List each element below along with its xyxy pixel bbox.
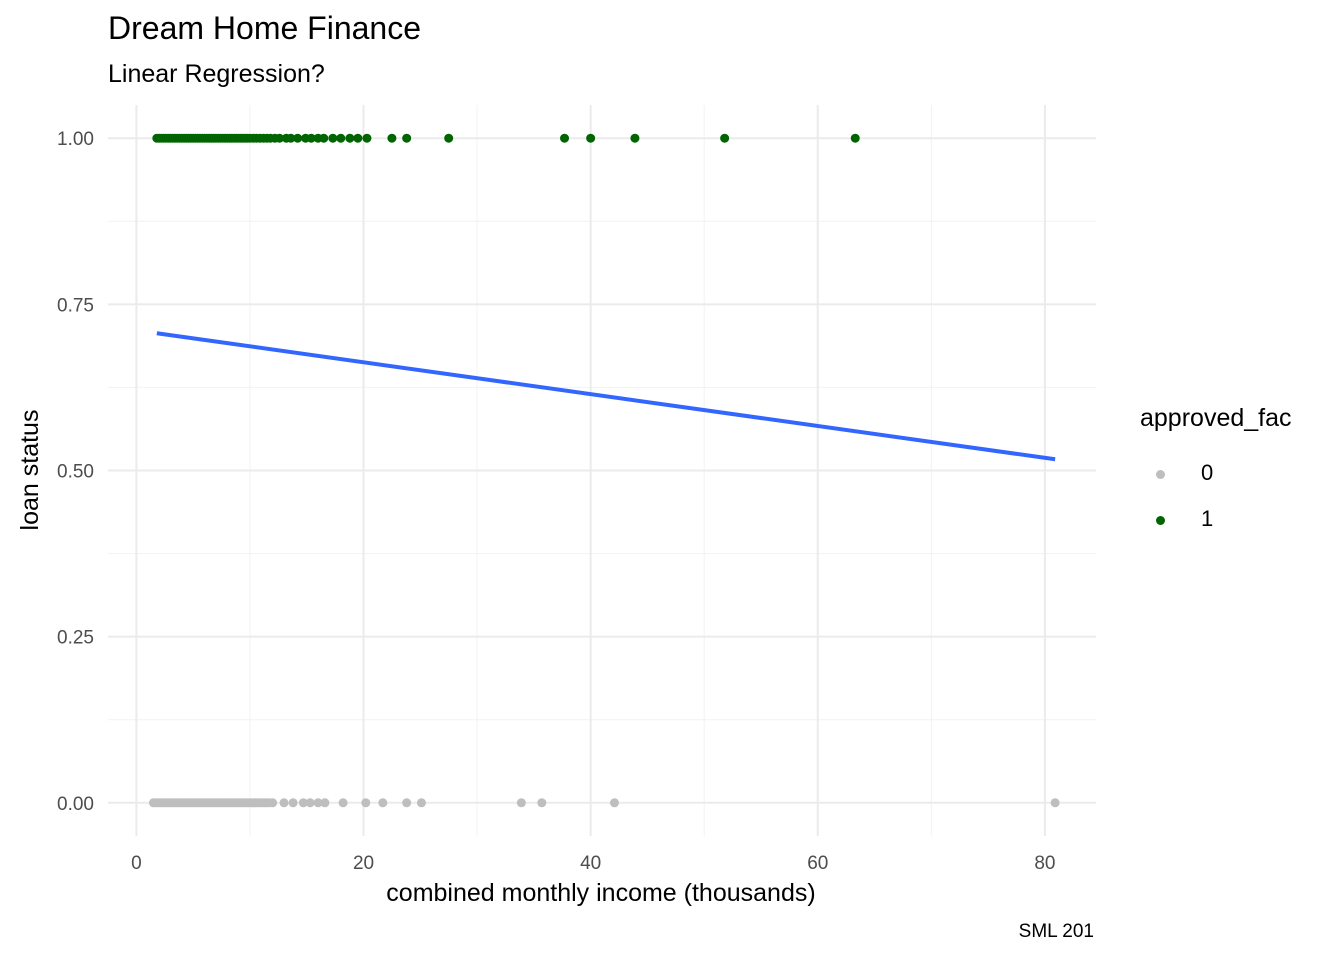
data-point-series-1	[387, 133, 397, 143]
series-0-points	[148, 798, 1060, 808]
data-point-series-1	[720, 133, 730, 143]
major-gridlines	[108, 105, 1096, 836]
data-point-series-1	[586, 133, 596, 143]
x-tick-label: 20	[353, 853, 374, 874]
data-point-series-1	[293, 133, 303, 143]
data-point-series-1	[444, 133, 454, 143]
chart-title: Dream Home Finance	[108, 10, 421, 46]
x-tick-label: 0	[131, 853, 142, 874]
data-point-series-0	[1050, 798, 1060, 808]
data-point-series-1	[402, 133, 412, 143]
data-point-series-1	[328, 133, 338, 143]
y-tick-label: 0.50	[57, 462, 94, 483]
data-point-series-0	[609, 798, 619, 808]
data-point-series-0	[537, 798, 547, 808]
legend-item-0: 0	[1156, 460, 1276, 486]
data-point-series-0	[313, 798, 323, 808]
data-point-series-0	[402, 798, 412, 808]
x-axis-title: combined monthly income (thousands)	[386, 879, 815, 907]
series-1-points	[152, 133, 860, 143]
y-tick-label: 1.00	[57, 129, 94, 150]
regression-line	[156, 331, 1056, 462]
x-tick-label: 80	[1034, 853, 1055, 874]
legend-key-1	[1156, 516, 1165, 525]
data-point-series-0	[416, 798, 426, 808]
data-point-series-1	[274, 133, 284, 143]
data-point-series-0	[305, 798, 315, 808]
y-axis-title: loan status	[16, 410, 44, 531]
data-point-series-0	[279, 798, 289, 808]
legend-label-1: 1	[1201, 506, 1214, 531]
x-tick-label: 40	[580, 853, 601, 874]
data-point-series-1	[362, 133, 372, 143]
data-point-series-1	[850, 133, 860, 143]
legend-key-0	[1156, 470, 1165, 479]
y-tick-label: 0.75	[57, 295, 94, 316]
data-point-series-1	[560, 133, 570, 143]
legend: approved_fac 0 1	[1140, 404, 1292, 531]
data-point-series-1	[306, 133, 316, 143]
data-point-series-0	[268, 798, 278, 808]
data-point-series-1	[286, 133, 296, 143]
y-tick-label: 0.00	[57, 794, 94, 815]
data-point-series-0	[288, 798, 298, 808]
y-axis-ticks: 0.00 0.25 0.50 0.75 1.00	[57, 129, 94, 815]
chart-subtitle: Linear Regression?	[108, 60, 325, 88]
regression-line-group	[156, 331, 1056, 462]
data-point-series-0	[298, 798, 308, 808]
data-point-series-1	[353, 133, 363, 143]
x-axis-ticks: 0 20 40 60 80	[131, 853, 1055, 874]
legend-title: approved_fac	[1140, 404, 1292, 432]
data-point-series-0	[320, 798, 330, 808]
chart-caption: SML 201	[1018, 921, 1094, 942]
x-tick-label: 60	[807, 853, 828, 874]
data-point-series-0	[361, 798, 371, 808]
data-point-series-0	[338, 798, 348, 808]
legend-item-1: 1	[1156, 506, 1276, 532]
data-point-series-0	[516, 798, 526, 808]
data-point-series-0	[378, 798, 388, 808]
y-tick-label: 0.25	[57, 628, 94, 649]
data-point-series-1	[345, 133, 355, 143]
legend-label-0: 0	[1201, 460, 1214, 485]
data-point-series-1	[319, 133, 329, 143]
data-point-series-1	[630, 133, 640, 143]
data-point-series-1	[336, 133, 346, 143]
